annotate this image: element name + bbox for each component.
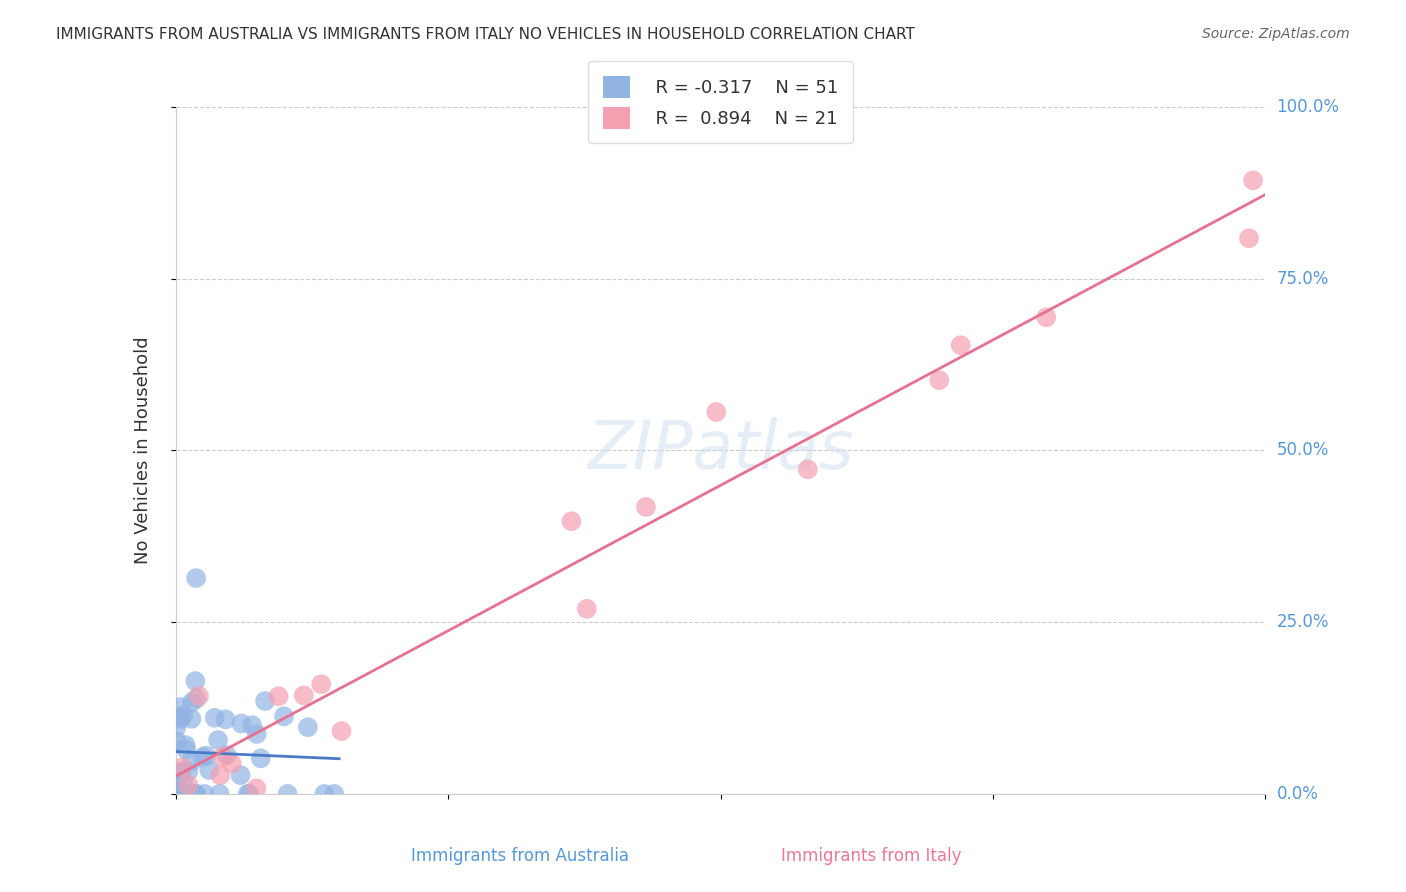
Point bbox=[238, 787, 260, 801]
Point bbox=[297, 720, 319, 734]
Point bbox=[211, 750, 233, 764]
Point bbox=[246, 727, 269, 741]
Point bbox=[560, 514, 582, 528]
Point bbox=[949, 338, 972, 352]
Point bbox=[181, 695, 204, 709]
Point bbox=[191, 750, 214, 764]
Point bbox=[170, 765, 193, 780]
Text: ZIPatlas: ZIPatlas bbox=[588, 417, 853, 483]
Point bbox=[231, 716, 253, 731]
Text: 75.0%: 75.0% bbox=[1277, 269, 1329, 288]
Point bbox=[207, 733, 229, 747]
Point bbox=[330, 724, 353, 739]
Point bbox=[245, 781, 267, 796]
Point bbox=[1237, 231, 1260, 245]
Point bbox=[797, 462, 820, 476]
Point bbox=[180, 712, 202, 726]
Point bbox=[240, 718, 263, 732]
Point bbox=[184, 787, 207, 801]
Point bbox=[254, 694, 277, 708]
Point bbox=[204, 711, 226, 725]
Point bbox=[194, 748, 217, 763]
Point bbox=[166, 734, 188, 748]
Point bbox=[292, 689, 315, 703]
Point bbox=[167, 787, 190, 801]
Point bbox=[169, 764, 191, 779]
Point bbox=[1241, 173, 1264, 187]
Point bbox=[634, 500, 657, 514]
Point bbox=[277, 787, 299, 801]
Point bbox=[267, 690, 290, 704]
Point bbox=[172, 776, 194, 790]
Point bbox=[184, 787, 207, 801]
Point bbox=[170, 712, 193, 726]
Text: 25.0%: 25.0% bbox=[1277, 613, 1329, 632]
Text: Immigrants from Australia: Immigrants from Australia bbox=[411, 847, 630, 865]
Point bbox=[704, 405, 727, 419]
Point bbox=[180, 755, 202, 769]
Point bbox=[169, 787, 191, 801]
Point bbox=[215, 747, 238, 762]
Point bbox=[186, 691, 208, 706]
Point bbox=[177, 764, 200, 779]
Point bbox=[314, 787, 336, 801]
Point bbox=[198, 763, 221, 777]
Point bbox=[177, 787, 200, 801]
Point bbox=[169, 700, 191, 714]
Point bbox=[165, 721, 187, 735]
Text: 0.0%: 0.0% bbox=[1277, 785, 1319, 803]
Point bbox=[229, 768, 252, 782]
Point bbox=[928, 373, 950, 387]
Text: 50.0%: 50.0% bbox=[1277, 442, 1329, 459]
Point bbox=[188, 689, 211, 703]
Point bbox=[214, 712, 236, 726]
Point bbox=[323, 787, 346, 801]
Point bbox=[173, 787, 195, 801]
Point bbox=[575, 602, 598, 616]
Point bbox=[236, 787, 259, 801]
Point bbox=[184, 787, 207, 801]
Point bbox=[273, 709, 295, 723]
Point bbox=[166, 774, 188, 789]
Point bbox=[174, 738, 197, 752]
Point bbox=[309, 677, 332, 691]
Point bbox=[169, 787, 191, 801]
Point bbox=[209, 768, 232, 782]
Text: 100.0%: 100.0% bbox=[1277, 98, 1340, 116]
Point bbox=[184, 674, 207, 689]
Text: Source: ZipAtlas.com: Source: ZipAtlas.com bbox=[1202, 27, 1350, 41]
Point bbox=[221, 756, 243, 771]
Point bbox=[208, 787, 231, 801]
Point bbox=[184, 571, 207, 585]
Point bbox=[174, 742, 197, 756]
Point bbox=[177, 778, 200, 792]
Point bbox=[169, 782, 191, 797]
Point bbox=[249, 751, 271, 765]
Point bbox=[172, 708, 194, 723]
Text: IMMIGRANTS FROM AUSTRALIA VS IMMIGRANTS FROM ITALY NO VEHICLES IN HOUSEHOLD CORR: IMMIGRANTS FROM AUSTRALIA VS IMMIGRANTS … bbox=[56, 27, 915, 42]
Point bbox=[170, 760, 193, 774]
Text: Immigrants from Italy: Immigrants from Italy bbox=[782, 847, 962, 865]
Legend:   R = -0.317    N = 51,   R =  0.894    N = 21: R = -0.317 N = 51, R = 0.894 N = 21 bbox=[588, 62, 853, 143]
Point bbox=[169, 711, 191, 725]
Point bbox=[1035, 310, 1057, 325]
Point bbox=[166, 787, 188, 801]
Y-axis label: No Vehicles in Household: No Vehicles in Household bbox=[134, 336, 152, 565]
Point bbox=[193, 787, 215, 801]
